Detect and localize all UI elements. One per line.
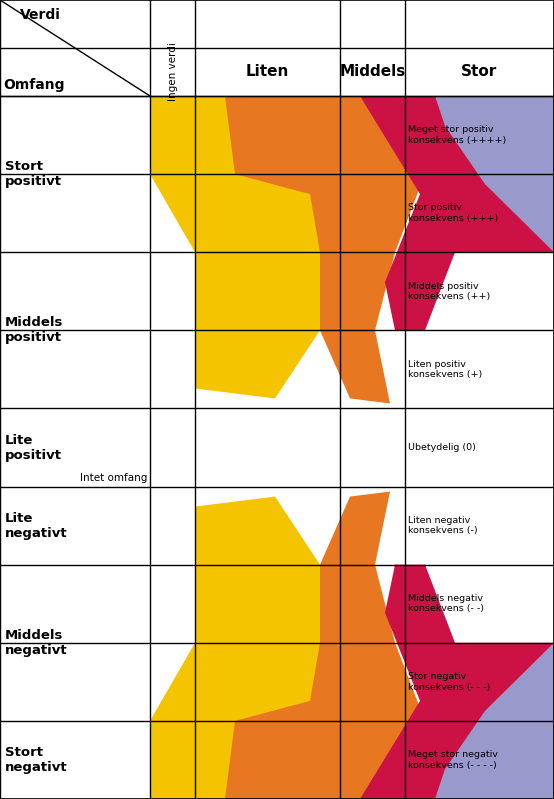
Text: Middels: Middels: [340, 65, 406, 79]
Text: Verdi: Verdi: [20, 8, 61, 22]
Text: Middels negativ
konsekvens (- -): Middels negativ konsekvens (- -): [408, 594, 484, 614]
Polygon shape: [195, 96, 370, 399]
Text: Meget stor negativ
konsekvens (- - - -): Meget stor negativ konsekvens (- - - -): [408, 750, 498, 769]
Text: Stor: Stor: [461, 65, 497, 79]
Text: Middels
negativt: Middels negativt: [5, 629, 68, 657]
Text: Stor negativ
konsekvens (- - -): Stor negativ konsekvens (- - -): [408, 672, 490, 691]
Text: Ubetydelig (0): Ubetydelig (0): [408, 443, 476, 452]
Text: Liten positiv
konsekvens (+): Liten positiv konsekvens (+): [408, 360, 482, 379]
Text: Lite
negativt: Lite negativt: [5, 511, 68, 539]
Polygon shape: [435, 642, 554, 799]
Polygon shape: [225, 96, 455, 403]
Polygon shape: [150, 642, 195, 799]
Text: Stort
negativt: Stort negativt: [5, 746, 68, 774]
Text: Middels
positivt: Middels positivt: [5, 316, 63, 344]
Text: Omfang: Omfang: [3, 78, 64, 92]
Polygon shape: [435, 96, 554, 252]
Text: Ingen verdi: Ingen verdi: [167, 42, 177, 101]
Text: Liten negativ
konsekvens (-): Liten negativ konsekvens (-): [408, 516, 478, 535]
Text: Liten: Liten: [246, 65, 289, 79]
Polygon shape: [225, 491, 455, 799]
Text: Middels positiv
konsekvens (++): Middels positiv konsekvens (++): [408, 281, 490, 301]
Text: Stor positiv
konsekvens (+++): Stor positiv konsekvens (+++): [408, 204, 498, 223]
Text: Intet omfang: Intet omfang: [80, 472, 147, 483]
Text: Lite
positivt: Lite positivt: [5, 434, 62, 462]
Polygon shape: [360, 96, 554, 330]
Polygon shape: [360, 565, 554, 799]
Text: Stort
positivt: Stort positivt: [5, 160, 62, 188]
Polygon shape: [150, 96, 195, 252]
Polygon shape: [195, 496, 370, 799]
Text: Meget stor positiv
konsekvens (++++): Meget stor positiv konsekvens (++++): [408, 125, 506, 145]
